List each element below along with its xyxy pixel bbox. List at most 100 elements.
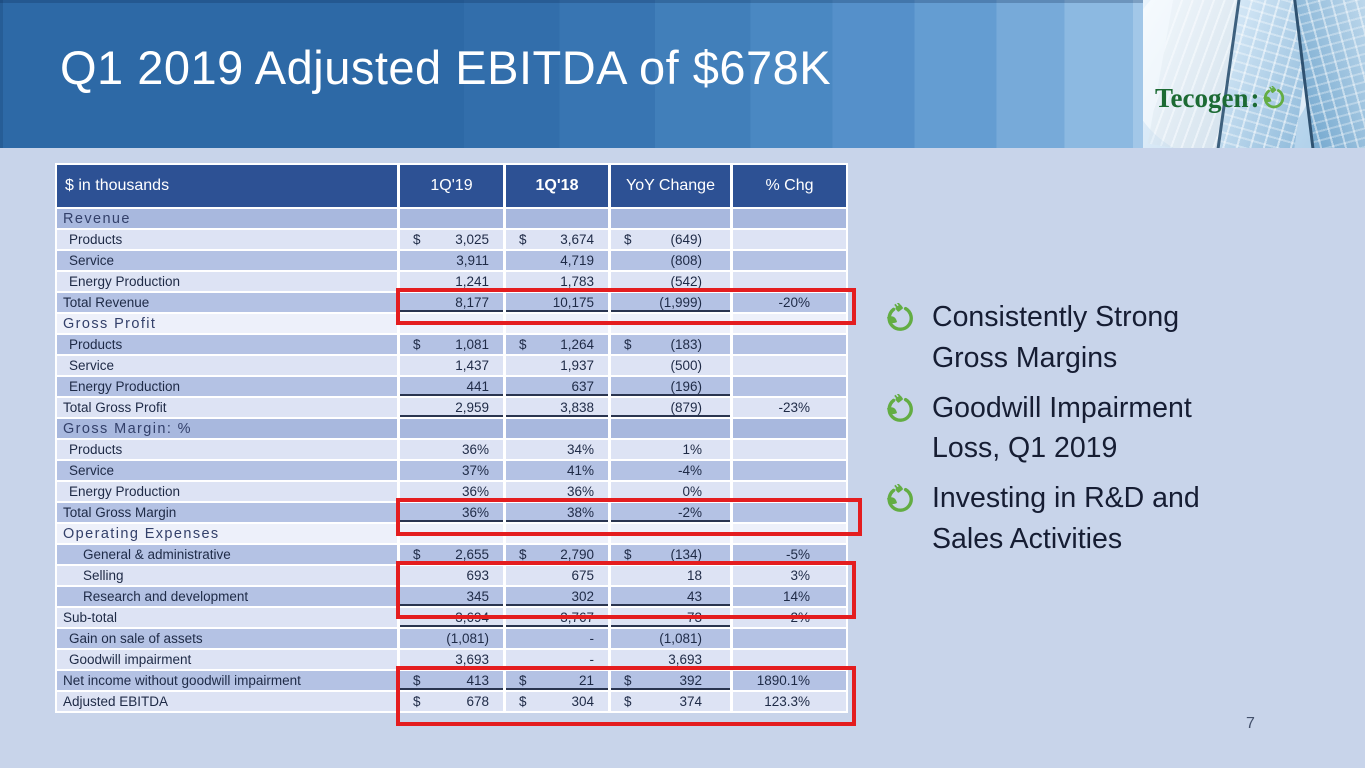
- cell-value: 2,959: [455, 400, 489, 415]
- bullet-text: Investing in R&D and Sales Activities: [932, 482, 1200, 555]
- slide-title: Q1 2019 Adjusted EBITDA of $678K: [60, 41, 832, 94]
- cell-yoy: $374: [611, 692, 730, 711]
- cell-value: 21: [578, 673, 594, 688]
- row-label: Net income without goodwill impairment: [57, 671, 397, 690]
- row-label: Total Gross Profit: [57, 398, 397, 417]
- dollar-sign: $: [413, 547, 421, 562]
- cell-value: -4%: [677, 463, 702, 478]
- bullet-item: Consistently Strong Gross Margins: [884, 297, 1304, 379]
- cell-pct-chg: [733, 482, 846, 501]
- cell-q18: 302: [506, 587, 608, 606]
- financial-table: $ in thousands 1Q'19 1Q'18 YoY Change % …: [55, 163, 848, 713]
- row-label: Products: [57, 230, 397, 249]
- row-label: Total Gross Margin: [57, 503, 397, 522]
- cell-value: (649): [670, 232, 702, 247]
- cell-q19: 693: [400, 566, 503, 585]
- section-row: Revenue: [57, 209, 846, 228]
- dollar-sign: $: [413, 232, 421, 247]
- cell-q18: $3,674: [506, 230, 608, 249]
- cell-q18: 637: [506, 377, 608, 396]
- cell-pct-chg: -23%: [733, 398, 846, 417]
- cell-value: 637: [571, 379, 594, 394]
- cell-q18: 34%: [506, 440, 608, 459]
- cell-value: (1,081): [659, 631, 702, 646]
- column-header-1q19: 1Q'19: [400, 165, 503, 207]
- cell-yoy: (500): [611, 356, 730, 375]
- cell-pct-chg: [733, 629, 846, 648]
- table-row: Energy Production 441 637 (196): [57, 377, 846, 396]
- cell-value: 18: [686, 568, 702, 583]
- cell-yoy: (542): [611, 272, 730, 291]
- cell-value: 304: [571, 694, 594, 709]
- cell-pct-chg: [733, 272, 846, 291]
- cell-value: 4,719: [560, 253, 594, 268]
- cell-q19: 345: [400, 587, 503, 606]
- dollar-sign: $: [519, 232, 527, 247]
- table-row: Service 1,437 1,937 (500): [57, 356, 846, 375]
- table-row: Selling 693 675 18 3%: [57, 566, 846, 585]
- cell-value: 675: [571, 568, 594, 583]
- cell-q18: $1,264: [506, 335, 608, 354]
- cell-q19: $2,655: [400, 545, 503, 564]
- cell-value: (1,081): [446, 631, 489, 646]
- cell-yoy: 0%: [611, 482, 730, 501]
- cell-q18: -: [506, 629, 608, 648]
- row-label: Research and development: [57, 587, 397, 606]
- cell-value: 3,693: [668, 652, 702, 667]
- cell-value: 41%: [566, 463, 594, 478]
- cell-value: 36%: [461, 442, 489, 457]
- table-row: Goodwill impairment 3,693 - 3,693: [57, 650, 846, 669]
- cell-value: 1,437: [455, 358, 489, 373]
- leaf-swirl-icon: [884, 482, 914, 514]
- column-header-yoy: YoY Change: [611, 165, 730, 207]
- cell-yoy: $ (183): [611, 335, 730, 354]
- cell-value: 10,175: [552, 295, 594, 310]
- cell-q19: 36%: [400, 440, 503, 459]
- cell-q18: 675: [506, 566, 608, 585]
- cell-value: 3,674: [560, 232, 594, 247]
- cell-value: (879): [670, 400, 702, 415]
- row-label: Energy Production: [57, 482, 397, 501]
- cell-value: 1%: [682, 442, 702, 457]
- cell-q19: $678: [400, 692, 503, 711]
- cell-value: 36%: [566, 484, 594, 499]
- cell-q18: 38%: [506, 503, 608, 522]
- cell-value: 36%: [461, 505, 489, 520]
- cell-value: (196): [670, 379, 702, 394]
- dollar-sign: $: [413, 337, 421, 352]
- cell-yoy: -4%: [611, 461, 730, 480]
- table-row: Service 3,911 4,719 (808): [57, 251, 846, 270]
- table-row: Energy Production 1,241 1,783 (542): [57, 272, 846, 291]
- row-label: Service: [57, 356, 397, 375]
- leaf-swirl-icon: [884, 392, 914, 424]
- row-label: Service: [57, 251, 397, 270]
- dollar-sign: $: [413, 673, 421, 688]
- cell-value: 3,693: [455, 652, 489, 667]
- cell-q18: $304: [506, 692, 608, 711]
- cell-value: 2,655: [455, 547, 489, 562]
- dollar-sign: $: [624, 337, 632, 352]
- cell-value: 374: [679, 694, 702, 709]
- cell-q19: 37%: [400, 461, 503, 480]
- cell-q19: 36%: [400, 503, 503, 522]
- cell-value: 36%: [461, 484, 489, 499]
- cell-value: 38%: [566, 505, 594, 520]
- cell-q19: 3,693: [400, 650, 503, 669]
- section-row: Operating Expenses: [57, 524, 846, 543]
- cell-value: (1,999): [659, 295, 702, 310]
- tecogen-logo: Tecogen:: [1155, 80, 1285, 117]
- cell-yoy: (808): [611, 251, 730, 270]
- logo-colon: :: [1250, 83, 1260, 113]
- cell-pct-chg: [733, 419, 846, 438]
- cell-pct-chg: [733, 461, 846, 480]
- cell-pct-chg: [733, 335, 846, 354]
- table-row: Gain on sale of assets (1,081) - (1,081): [57, 629, 846, 648]
- cell-yoy: [611, 419, 730, 438]
- dollar-sign: $: [624, 232, 632, 247]
- cell-value: 345: [466, 589, 489, 604]
- cell-q19: 441: [400, 377, 503, 396]
- cell-q18: -: [506, 650, 608, 669]
- bullet-list: Consistently Strong Gross Margins Goodwil…: [884, 297, 1304, 569]
- cell-q19: $1,081: [400, 335, 503, 354]
- row-label: Products: [57, 335, 397, 354]
